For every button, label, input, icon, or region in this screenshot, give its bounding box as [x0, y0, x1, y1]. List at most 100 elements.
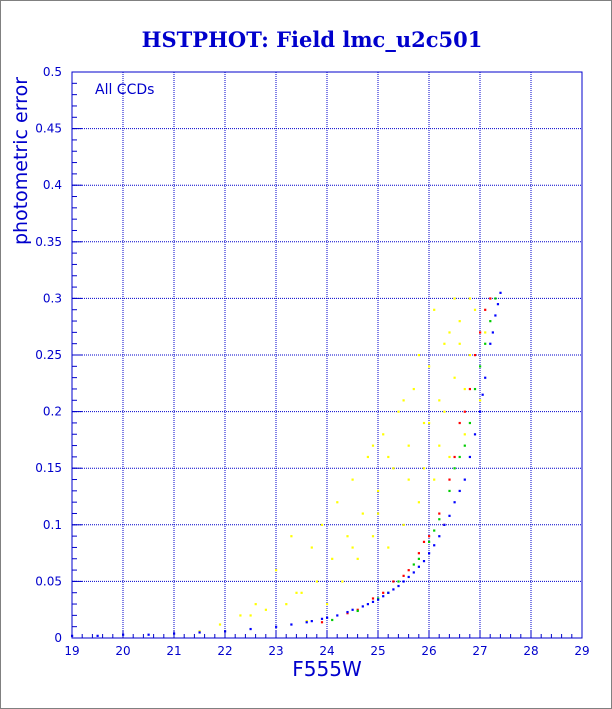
- axes: 19 20 21 22 23 24 25 26 27 28 29 0 0.05 0.1 0.15 0.2 0.2…: [35, 65, 589, 658]
- data-point: [433, 308, 436, 311]
- data-point: [438, 518, 441, 521]
- data-point: [443, 523, 446, 526]
- data-point: [494, 297, 497, 300]
- data-point: [489, 342, 492, 345]
- data-point: [453, 376, 456, 379]
- data-point: [473, 387, 477, 391]
- data-point: [412, 387, 415, 391]
- data-point: [494, 314, 497, 317]
- x-tick-label: 25: [370, 644, 385, 658]
- data-point: [468, 387, 471, 391]
- data-point: [366, 603, 369, 606]
- data-point: [448, 331, 451, 334]
- data-point: [331, 618, 334, 622]
- data-point: [438, 444, 441, 447]
- data-point: [422, 540, 426, 543]
- data-point: [473, 354, 477, 357]
- x-tick-label: 21: [166, 644, 181, 658]
- data-point: [198, 630, 201, 633]
- data-point: [305, 620, 308, 623]
- y-tick-label: 0.45: [35, 122, 62, 136]
- data-point: [254, 603, 257, 606]
- data-point: [371, 600, 375, 603]
- data-point: [443, 410, 446, 413]
- data-point: [366, 455, 369, 459]
- data-point: [402, 580, 405, 583]
- y-tick-label: 0.25: [35, 348, 62, 362]
- data-point: [351, 608, 354, 611]
- data-point: [417, 501, 420, 504]
- data-point: [356, 557, 359, 560]
- data-point: [377, 512, 380, 515]
- data-point: [331, 557, 334, 560]
- data-point: [428, 365, 431, 368]
- y-axis-label: photometric error: [10, 77, 32, 245]
- data-point: [499, 291, 502, 294]
- data-point: [448, 478, 451, 481]
- data-point: [310, 620, 313, 623]
- data-point: [453, 455, 456, 459]
- data-point: [96, 634, 99, 637]
- data-point: [407, 478, 410, 481]
- x-tick-label: 22: [217, 644, 232, 658]
- y-tick-label: 0.15: [35, 461, 62, 475]
- x-tick-label: 28: [523, 644, 538, 658]
- data-point: [473, 308, 477, 311]
- y-tick-label: 0.3: [43, 291, 62, 305]
- data-point: [290, 535, 293, 538]
- data-point: [382, 433, 385, 436]
- data-point: [463, 410, 466, 413]
- data-point: [417, 565, 420, 568]
- x-tick-label: 24: [319, 644, 334, 658]
- data-points: [71, 291, 502, 637]
- data-point: [275, 569, 278, 572]
- data-point: [392, 467, 395, 470]
- data-point: [448, 455, 451, 459]
- data-point: [428, 421, 431, 425]
- data-point: [491, 331, 494, 334]
- data-point: [453, 297, 456, 300]
- data-point: [387, 546, 390, 549]
- data-point: [458, 421, 461, 425]
- data-point: [351, 546, 354, 549]
- data-point: [377, 597, 380, 600]
- data-point: [382, 591, 385, 594]
- data-point: [285, 603, 288, 606]
- data-point: [377, 489, 380, 493]
- data-point: [382, 595, 385, 598]
- data-point: [412, 571, 415, 574]
- data-point: [346, 610, 349, 614]
- data-point: [428, 540, 431, 543]
- data-point: [448, 514, 451, 517]
- data-point: [371, 535, 375, 538]
- data-point: [336, 501, 339, 504]
- data-point: [468, 297, 471, 300]
- y-tick-label: 0.05: [35, 574, 62, 588]
- data-point: [412, 563, 415, 566]
- data-point: [489, 320, 492, 323]
- data-point: [468, 421, 471, 425]
- data-point: [453, 467, 456, 470]
- data-point: [346, 612, 349, 615]
- data-point: [387, 455, 390, 459]
- data-point: [458, 342, 461, 345]
- data-point: [417, 557, 420, 560]
- data-point: [147, 633, 150, 636]
- data-point: [443, 342, 446, 345]
- data-point: [377, 598, 380, 601]
- data-point: [361, 605, 364, 608]
- grid-lines: [72, 72, 582, 638]
- data-point: [346, 535, 349, 538]
- data-point: [407, 569, 410, 572]
- data-point: [275, 625, 278, 628]
- data-point: [433, 478, 436, 481]
- data-point: [422, 421, 426, 425]
- data-point: [438, 535, 441, 538]
- data-point: [320, 621, 324, 624]
- data-point: [264, 608, 267, 611]
- y-tick-label: 0.5: [43, 65, 62, 79]
- y-tick-label: 0.35: [35, 235, 62, 249]
- data-point: [336, 614, 339, 617]
- data-point: [489, 297, 492, 300]
